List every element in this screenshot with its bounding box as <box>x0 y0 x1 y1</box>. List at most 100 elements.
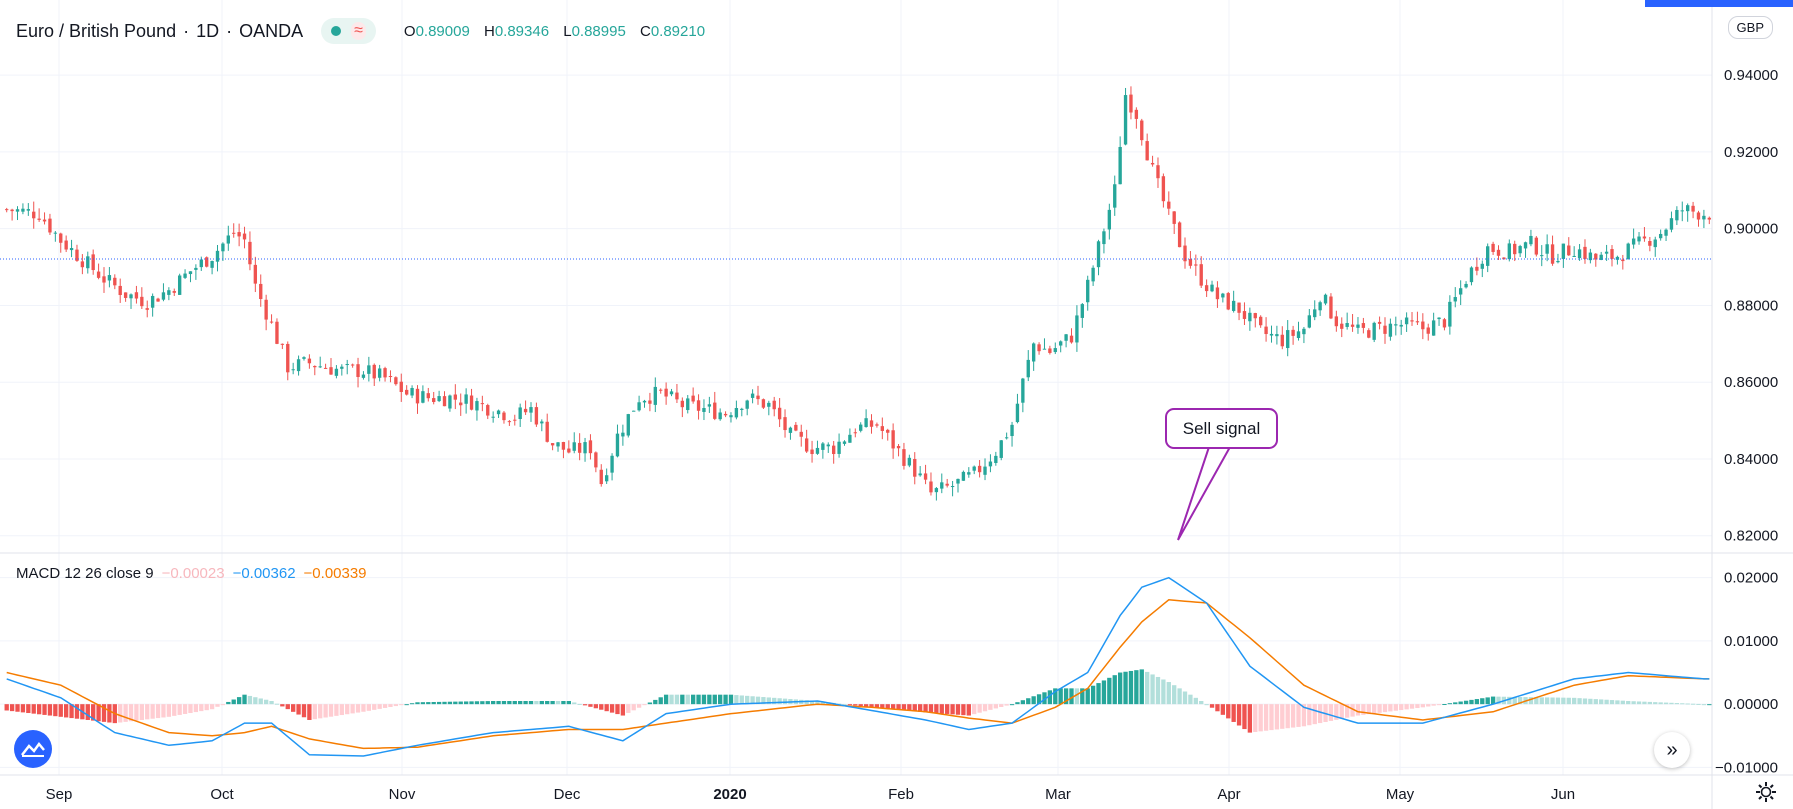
double-chevron-right-icon[interactable]: » <box>1654 732 1690 768</box>
time-tick-label: May <box>1386 786 1415 803</box>
candle-down <box>350 363 355 368</box>
histogram-bar <box>85 704 90 720</box>
candle-down <box>1475 257 1479 276</box>
histogram-bar <box>107 704 112 723</box>
candle-down <box>648 392 652 412</box>
histogram-bar <box>490 701 496 705</box>
market-status-icon <box>331 26 342 36</box>
histogram-bar <box>339 704 344 716</box>
histogram-bar <box>274 703 280 705</box>
candle-down <box>1610 245 1614 267</box>
histogram-bar <box>312 704 317 720</box>
histogram-bar <box>647 702 653 705</box>
macd-label: MACD 12 26 close 9 <box>16 565 154 582</box>
time-tick-label: Sep <box>46 786 73 803</box>
histogram-bar <box>263 699 269 705</box>
currency-tag[interactable]: GBP <box>1727 16 1773 39</box>
candle-down <box>1691 201 1695 219</box>
histogram-bar <box>1134 670 1139 705</box>
histogram-bar <box>528 701 534 705</box>
time-tick-label: Mar <box>1045 786 1071 803</box>
histogram-bar <box>463 701 469 705</box>
histogram-bar <box>847 704 853 706</box>
candle-up <box>1653 236 1657 257</box>
candle-down <box>896 443 901 457</box>
histogram-bar <box>572 702 577 705</box>
histogram-bar <box>480 701 485 705</box>
macd-legend[interactable]: MACD 12 26 close 9 −0.00023 −0.00362 −0.003… <box>16 565 367 582</box>
histogram-bar <box>1647 701 1653 705</box>
histogram-bar <box>1496 696 1501 705</box>
histogram-bar <box>1220 704 1226 715</box>
histogram-bar <box>1707 704 1712 706</box>
histogram-bar <box>1063 688 1069 705</box>
histogram-bar <box>42 704 47 715</box>
candle-up <box>1004 432 1009 440</box>
histogram-bar <box>1096 683 1101 705</box>
candle-up <box>15 206 20 221</box>
histogram-bar <box>226 701 231 705</box>
candle-up <box>653 377 657 413</box>
histogram-bar <box>1609 700 1615 705</box>
symbol-header[interactable]: Euro / British Pound · 1D · OANDA ≈ O0.8… <box>16 18 715 44</box>
candle-up <box>1680 201 1684 222</box>
candle-down <box>886 428 890 441</box>
histogram-bar <box>1485 697 1490 705</box>
candle-down <box>1280 326 1284 350</box>
histogram-bar <box>955 704 961 715</box>
candle-up <box>496 409 501 418</box>
histogram-bar <box>1209 704 1215 708</box>
histogram-bar <box>1642 701 1647 705</box>
histogram-bar <box>128 704 134 722</box>
histogram-bar <box>1415 704 1420 709</box>
tradingview-logo-icon[interactable] <box>14 730 52 768</box>
candle-up <box>972 465 976 475</box>
symbol-name[interactable]: Euro / British Pound <box>16 20 177 41</box>
gear-icon[interactable] <box>1755 781 1777 803</box>
candle-down <box>1696 210 1701 227</box>
histogram-bar <box>1480 698 1485 705</box>
candle-down <box>64 235 68 253</box>
histogram-bar <box>1112 675 1117 705</box>
histogram-bar <box>669 694 674 705</box>
candle-up <box>1604 244 1609 261</box>
candle-down <box>1329 293 1333 320</box>
status-pill[interactable]: ≈ <box>321 18 376 44</box>
histogram-bar <box>853 704 858 706</box>
histogram-bar <box>1139 669 1144 705</box>
histogram-bar <box>1101 680 1107 705</box>
candle-up <box>837 433 841 458</box>
histogram-bar <box>53 704 58 717</box>
histogram-bar <box>96 704 101 722</box>
histogram-bar <box>1550 697 1555 705</box>
candle-down <box>550 443 555 451</box>
candle-down <box>1367 328 1371 339</box>
histogram-bar <box>123 704 128 722</box>
histogram-bar <box>577 703 582 705</box>
time-tick-label: Oct <box>210 786 234 803</box>
candle-down <box>264 294 268 331</box>
symbol-exchange: OANDA <box>239 20 304 41</box>
candle-down <box>1156 157 1160 188</box>
candle-down <box>1150 155 1155 167</box>
histogram-bar <box>1566 697 1571 705</box>
candle-down <box>1350 314 1355 332</box>
time-tick-label: Feb <box>888 786 914 803</box>
histogram-bar <box>1512 696 1517 705</box>
candle-down <box>1188 251 1193 269</box>
histogram-bar <box>988 704 993 710</box>
candle-down <box>713 391 717 421</box>
candle-up <box>377 364 382 382</box>
time-tick-label: 2020 <box>713 786 746 803</box>
candle-up <box>1469 266 1474 286</box>
histogram-bar <box>555 701 561 705</box>
candle-up <box>421 385 425 404</box>
histogram-bar <box>404 704 409 706</box>
macd-line <box>6 576 1710 757</box>
histogram-bar <box>474 701 480 705</box>
candle-up <box>1275 325 1279 345</box>
symbol-interval[interactable]: 1D <box>196 20 220 41</box>
candle-down <box>1037 342 1041 355</box>
candle-up <box>934 486 939 501</box>
